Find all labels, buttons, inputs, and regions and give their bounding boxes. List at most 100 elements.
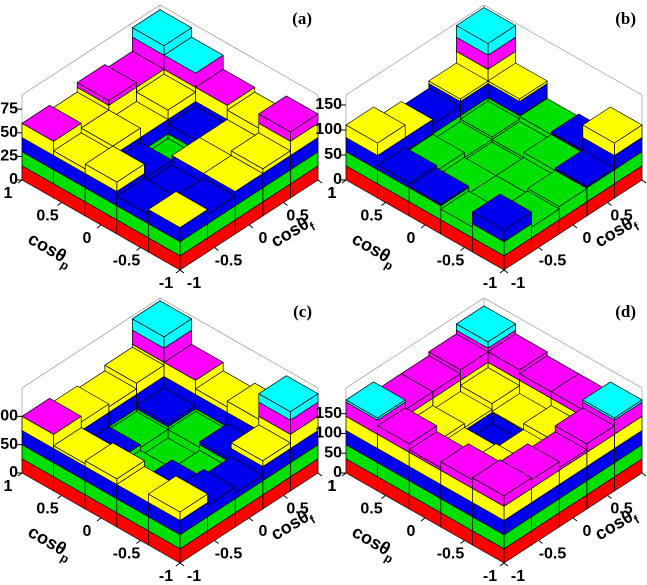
x-tick xyxy=(136,247,141,251)
x-tick-label: -0.5 xyxy=(113,253,141,270)
y-tick-label: 0.5 xyxy=(286,501,308,518)
x-tick-label: -0.5 xyxy=(437,546,465,563)
bar-top xyxy=(527,170,588,207)
x-axis-title: cosθp xyxy=(23,228,77,273)
y-tick xyxy=(503,562,509,567)
y-tick xyxy=(317,179,323,184)
bar-top xyxy=(136,73,196,111)
bar-top xyxy=(80,109,141,147)
x-tick-label: 1 xyxy=(328,478,337,495)
x-tick xyxy=(96,224,102,229)
bar-top xyxy=(195,68,256,106)
bar-top xyxy=(148,475,208,513)
lego-bar xyxy=(472,193,532,271)
z-tick-label: 100 xyxy=(0,408,18,425)
bar-top xyxy=(132,300,192,338)
x-tick xyxy=(499,269,505,274)
y-tick xyxy=(179,269,185,274)
frame-line xyxy=(483,4,643,96)
bar-top xyxy=(84,145,145,183)
y-axis-title-sub: f xyxy=(631,219,642,234)
lego-bar xyxy=(148,191,208,271)
y-axis-title-sub: f xyxy=(631,512,642,527)
panel: 050100150-1-0.500.51-1-0.500.51cosθpcosθ… xyxy=(315,4,647,292)
bar-top xyxy=(554,407,615,445)
y-tick xyxy=(317,472,323,477)
bar-top xyxy=(230,132,291,170)
y-tick-label: -1 xyxy=(511,568,525,585)
bar-top xyxy=(487,62,548,100)
bar-top xyxy=(136,387,196,425)
x-tick-label: -1 xyxy=(159,568,173,585)
x-tick xyxy=(57,495,62,499)
panel: 050100-1-0.500.51-1-0.500.51cosθpcosθf(c… xyxy=(0,297,337,585)
y-tick-label: 0.5 xyxy=(286,208,308,225)
z-tick-label: 100 xyxy=(315,425,342,442)
bar-top xyxy=(377,407,438,445)
x-tick xyxy=(341,472,347,477)
z-tick-label: 0 xyxy=(9,464,18,481)
bar-top xyxy=(84,442,145,480)
bar-top xyxy=(345,106,406,144)
y-axis-title-sub: f xyxy=(307,512,318,527)
panel-label: (d) xyxy=(615,302,636,321)
x-tick-label: 1 xyxy=(4,185,13,202)
bar-top xyxy=(460,100,520,138)
bar-top xyxy=(258,95,319,133)
y-tick-label: -1 xyxy=(187,275,201,292)
y-tick-label: 1 xyxy=(328,185,337,202)
bar-top xyxy=(230,424,291,462)
bar-top xyxy=(428,62,489,100)
bar-top xyxy=(345,381,406,419)
bar-top xyxy=(163,343,224,381)
y-tick-label: -0.5 xyxy=(215,253,243,270)
lego-bar xyxy=(148,475,208,564)
x-tick xyxy=(17,472,23,477)
x-axis-title: cosθp xyxy=(23,521,77,566)
y-tick-label: 0 xyxy=(583,230,592,247)
y-tick xyxy=(572,224,578,229)
z-tick-label: 0 xyxy=(333,464,342,481)
y-tick-label: -0.5 xyxy=(539,253,567,270)
bar-top xyxy=(582,106,643,144)
x-tick-label: 0 xyxy=(83,523,92,540)
x-tick xyxy=(420,224,426,229)
x-tick-label: -1 xyxy=(483,568,497,585)
x-tick-label: 0 xyxy=(407,230,416,247)
y-tick xyxy=(538,247,543,251)
z-tick-label: 50 xyxy=(0,436,18,453)
x-tick-label: 1 xyxy=(4,478,13,495)
frame-line xyxy=(21,4,161,96)
y-tick xyxy=(214,247,219,251)
x-tick xyxy=(341,179,347,184)
bar-top xyxy=(258,375,319,413)
x-tick-label: 0.5 xyxy=(36,208,58,225)
y-tick xyxy=(538,540,543,544)
frame-line xyxy=(345,297,485,389)
y-tick-label: 0 xyxy=(259,230,268,247)
bar-top xyxy=(460,367,520,404)
bar-top xyxy=(582,381,643,419)
y-tick xyxy=(572,517,578,522)
y-axis-title-sub: f xyxy=(307,219,318,234)
x-tick xyxy=(17,179,23,184)
panel: 0255075-1-0.500.51-1-0.500.51cosθpcosθf(… xyxy=(0,4,337,292)
x-tick-label: 0 xyxy=(83,230,92,247)
bar-top xyxy=(132,9,192,47)
x-tick xyxy=(175,269,181,274)
y-tick xyxy=(607,495,612,499)
bar-top xyxy=(456,305,516,343)
frame-line xyxy=(159,4,319,96)
panel: 050100150-1-0.500.51-1-0.500.51cosθpcosθ… xyxy=(315,297,647,585)
x-tick xyxy=(381,495,386,499)
bar-top xyxy=(104,346,165,384)
frame-line xyxy=(483,297,643,389)
x-tick-label: 0.5 xyxy=(36,501,58,518)
panel-label: (c) xyxy=(293,302,312,321)
y-tick xyxy=(214,540,219,544)
bar-top xyxy=(163,36,224,74)
x-tick-label: -1 xyxy=(159,275,173,292)
z-tick-label: 150 xyxy=(315,405,342,422)
y-tick-label: 0.5 xyxy=(610,208,632,225)
